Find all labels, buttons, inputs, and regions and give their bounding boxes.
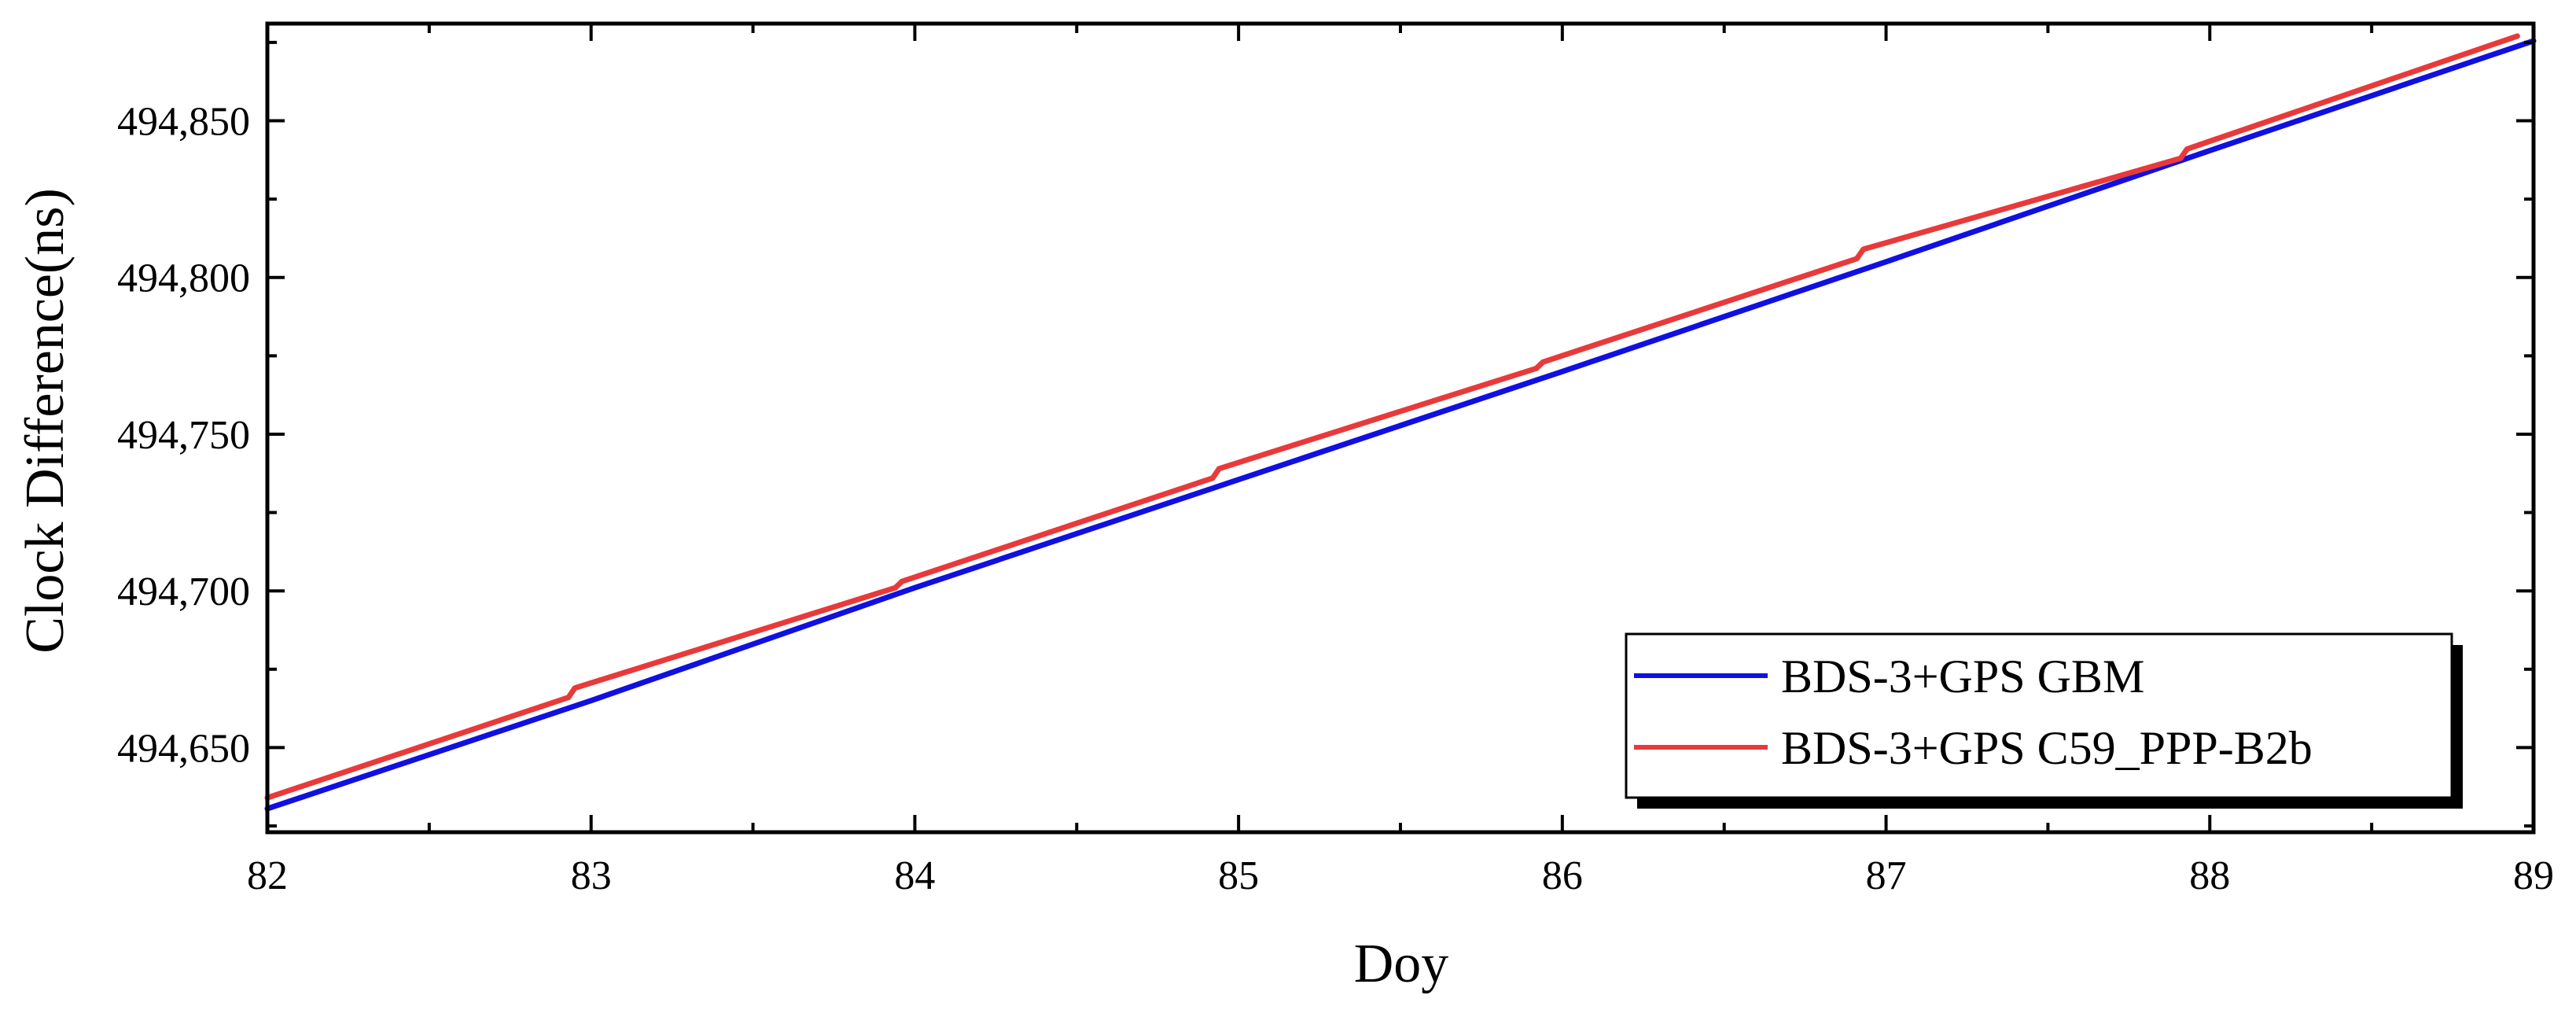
legend-box — [1625, 632, 2453, 799]
x-tick-label: 88 — [2189, 853, 2230, 898]
x-axis-title: Doy — [1354, 934, 1449, 994]
legend-label-gbm: BDS-3+GPS GBM — [1781, 651, 2144, 702]
x-tick-label: 84 — [894, 853, 935, 898]
legend: BDS-3+GPS GBM BDS-3+GPS C59_PPP-B2b — [1625, 632, 2463, 809]
x-tick-label: 86 — [1542, 853, 1583, 898]
series-line-gbm — [264, 38, 2537, 812]
y-axis-title: Clock Difference(ns) — [15, 188, 75, 654]
x-tick-label: 82 — [247, 853, 288, 898]
ticks-layer: 82 83 84 85 86 87 88 89 494,650 494,700 494,750 494… — [117, 24, 2554, 898]
y-tick-label: 494,750 — [117, 413, 250, 458]
y-tick-label: 494,800 — [117, 256, 250, 301]
y-tick-label: 494,700 — [117, 569, 250, 614]
legend-label-c59-ppp-b2b: BDS-3+GPS C59_PPP-B2b — [1781, 722, 2313, 774]
x-tick-label: 89 — [2513, 853, 2554, 898]
x-tick-label: 87 — [1866, 853, 1907, 898]
x-tick-label: 83 — [571, 853, 612, 898]
y-tick-label: 494,850 — [117, 100, 250, 145]
series-line-c59-ppp-b2b — [264, 33, 2520, 801]
series-layer — [264, 33, 2537, 812]
y-tick-label: 494,650 — [117, 726, 250, 771]
x-tick-label: 85 — [1218, 853, 1259, 898]
